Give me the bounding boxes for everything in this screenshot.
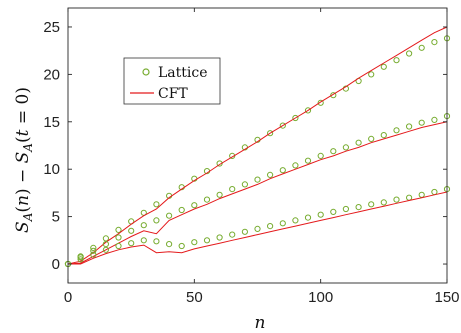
lattice-point-upper xyxy=(368,71,375,78)
lattice-point-middle xyxy=(279,167,286,174)
lattice-point-lower xyxy=(279,220,286,227)
lattice-point-middle xyxy=(317,152,324,159)
x-tick-label: 150 xyxy=(434,289,459,306)
lattice-point-upper xyxy=(393,57,400,64)
lattice-point-lower xyxy=(267,223,274,230)
lattice-point-upper xyxy=(153,201,160,208)
lattice-point-middle xyxy=(115,234,122,241)
lattice-point-middle xyxy=(418,119,425,126)
lattice-point-middle xyxy=(406,123,413,130)
lattice-point-middle xyxy=(90,247,97,254)
lattice-point-lower xyxy=(128,240,135,247)
lattice-point-middle xyxy=(431,116,438,124)
lattice-point-upper xyxy=(115,226,122,233)
lattice-point-lower xyxy=(216,234,223,241)
plot-area xyxy=(64,26,451,268)
lattice-point-middle xyxy=(166,212,173,219)
lattice-point-upper xyxy=(102,235,110,242)
x-axis-label: n xyxy=(255,313,266,333)
lattice-point-upper xyxy=(380,63,387,70)
axes-box xyxy=(67,7,448,284)
lattice-point-middle xyxy=(140,222,147,229)
lattice-point-middle xyxy=(77,254,84,261)
x-tick-label: 50 xyxy=(186,289,203,306)
lattice-point-lower xyxy=(115,242,122,250)
lattice-point-middle xyxy=(342,144,349,151)
lattice-point-upper xyxy=(317,99,324,106)
lattice-point-upper xyxy=(431,39,438,46)
lattice-point-upper xyxy=(330,92,337,99)
lattice-point-middle xyxy=(368,135,375,142)
lattice-point-upper xyxy=(406,50,413,57)
legend-box xyxy=(123,57,221,105)
legend-lattice-marker xyxy=(142,68,150,76)
lattice-point-lower xyxy=(153,238,160,245)
lattice-point-upper xyxy=(267,130,274,137)
cft-line-upper xyxy=(67,26,448,265)
y-tick-label: 0 xyxy=(52,256,60,273)
lattice-point-lower xyxy=(342,205,349,213)
lattice-point-lower xyxy=(393,196,400,203)
y-axis-label: SA(n) − SA(t = 0) xyxy=(13,87,35,233)
lattice-point-middle xyxy=(330,148,337,155)
cft-line-middle xyxy=(67,121,448,265)
lattice-point-lower xyxy=(380,199,387,206)
lattice-point-middle xyxy=(254,176,261,183)
lattice-point-lower xyxy=(254,225,261,232)
lattice-point-middle xyxy=(153,217,160,224)
x-tick-label: 100 xyxy=(308,289,333,306)
lattice-point-middle xyxy=(216,191,223,198)
lattice-point-upper xyxy=(90,244,97,251)
lattice-point-middle xyxy=(355,139,362,146)
lattice-point-upper xyxy=(304,107,312,114)
lattice-point-middle xyxy=(229,186,236,193)
lattice-point-lower xyxy=(77,256,84,263)
lattice-point-lower xyxy=(191,239,198,246)
lattice-point-middle xyxy=(380,132,387,139)
y-tick-label: 20 xyxy=(43,66,60,83)
lattice-point-lower xyxy=(90,251,97,258)
lattice-point-middle xyxy=(203,196,211,203)
legend-lattice-label: Lattice xyxy=(158,65,208,81)
lattice-point-lower xyxy=(102,246,110,253)
x-tick-label: 0 xyxy=(64,289,72,306)
lattice-point-middle xyxy=(304,157,312,164)
lattice-point-middle xyxy=(292,162,299,169)
axes: 0 50 100 150 0 5 10 15 20 25 xyxy=(43,7,460,306)
lattice-point-upper xyxy=(279,122,286,129)
y-tick-label: 10 xyxy=(43,161,60,178)
y-tick-label: 5 xyxy=(52,209,60,226)
cft-line-lower xyxy=(68,191,448,265)
lattice-point-lower xyxy=(178,242,185,250)
lattice-point-lower xyxy=(368,201,375,208)
lattice-point-upper xyxy=(418,44,425,51)
lattice-point-lower xyxy=(229,231,236,238)
lattice-point-lower xyxy=(355,204,362,211)
lattice-point-middle xyxy=(267,171,274,178)
lattice-point-middle xyxy=(128,227,135,234)
lattice-point-middle xyxy=(241,181,248,188)
lattice-point-middle xyxy=(191,202,198,209)
lattice-point-middle xyxy=(102,241,110,248)
y-tick-label: 25 xyxy=(43,19,60,36)
lattice-point-lower xyxy=(317,211,324,218)
lattice-point-lower xyxy=(418,191,425,198)
lattice-point-lower xyxy=(304,214,312,221)
lattice-point-lower xyxy=(431,188,438,196)
lattice-point-middle xyxy=(178,206,185,214)
lattice-point-upper xyxy=(292,114,299,122)
lattice-point-lower xyxy=(330,208,337,215)
y-tick-label: 15 xyxy=(43,114,60,131)
lattice-point-lower xyxy=(241,228,248,235)
legend-cft-label: CFT xyxy=(158,86,188,102)
lattice-point-middle xyxy=(393,127,400,134)
lattice-point-lower xyxy=(292,217,299,224)
lattice-point-lower xyxy=(406,194,413,201)
lattice-point-lower xyxy=(203,237,211,244)
lattice-point-lower xyxy=(166,241,173,248)
lattice-point-lower xyxy=(140,237,147,244)
legend: Lattice CFT xyxy=(123,57,221,105)
